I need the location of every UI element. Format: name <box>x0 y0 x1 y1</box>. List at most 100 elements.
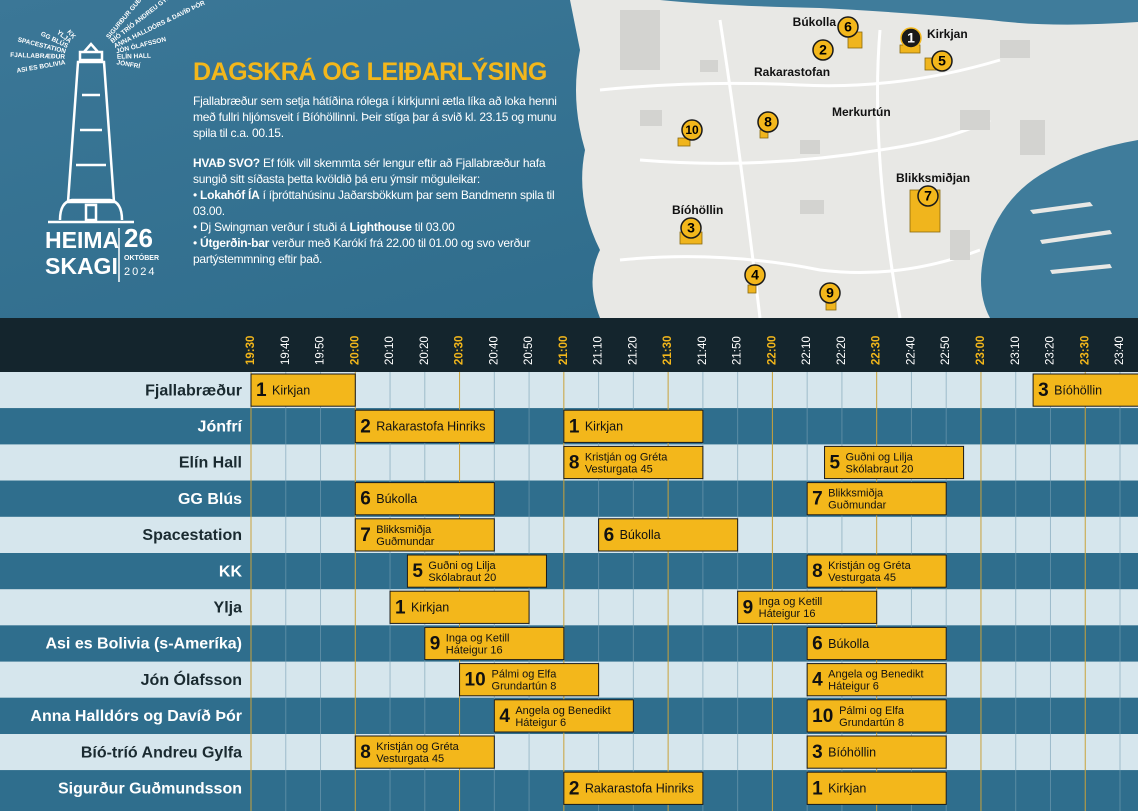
event-text: Kirkjan <box>411 601 449 615</box>
pin-number: 4 <box>751 267 759 283</box>
event-number: 3 <box>812 742 823 763</box>
event-number: 9 <box>430 634 441 655</box>
event <box>354 735 495 769</box>
event-text: Kristján og Gréta <box>376 741 459 753</box>
text-run: í íþróttahúsinu Jaðarsbökkum þar sem Ban… <box>193 188 555 218</box>
event-number: 9 <box>743 597 754 618</box>
row-name: Jónfrí <box>198 419 243 436</box>
map-pin: 9 <box>819 282 841 304</box>
event <box>563 409 704 443</box>
event-number: 2 <box>360 416 371 437</box>
paragraphs: Fjallabræður sem setja hátíðina rólega í… <box>193 93 571 267</box>
row-bg <box>0 734 1138 771</box>
event <box>250 373 356 407</box>
event-text: Háteigur 16 <box>446 644 503 656</box>
map-pin: 10 <box>681 119 703 141</box>
time-label: 21:40 <box>697 336 709 365</box>
event-text: Angela og Benedikt <box>828 669 923 681</box>
logo-month: OKTÓBER <box>124 253 159 262</box>
event <box>459 663 600 697</box>
event-text: Kristján og Gréta <box>585 451 668 463</box>
map-pin: 6 Búkolla <box>793 15 859 38</box>
time-label: 21:10 <box>593 336 605 365</box>
row-bg <box>0 480 1138 517</box>
row-bg <box>0 372 1138 409</box>
text-run: til 03.00 <box>411 220 455 234</box>
time-label: 20:30 <box>454 336 466 365</box>
pin-number: 6 <box>844 19 852 35</box>
row-name: Bíó-tríó Andreu Gylfa <box>81 744 242 761</box>
map-pin: 2 Rakarastofan <box>754 39 834 79</box>
pin-number: 9 <box>826 285 834 301</box>
event-text: Kristján og Gréta <box>828 560 911 572</box>
row-name: Spacestation <box>142 527 242 544</box>
intro: DAGSKRÁ OG LEIÐARLÝSING Fjallabræður sem… <box>193 58 571 267</box>
event-text: Háteigur 16 <box>759 608 816 620</box>
event-text: Pálmi og Elfa <box>492 669 558 681</box>
event <box>806 771 947 805</box>
event <box>806 554 947 588</box>
event-text: Guðni og Lilja <box>846 451 914 463</box>
event-text: Skólabraut 20 <box>428 572 496 584</box>
map-pin: 5 <box>931 50 953 72</box>
event-text: Bíóhöllin <box>1054 383 1102 397</box>
paragraph: • Dj Swingman verður í stuði á Lighthous… <box>193 219 571 235</box>
title: DAGSKRÁ OG LEIÐARLÝSING <box>193 58 547 86</box>
event-text: Háteigur 6 <box>515 717 566 729</box>
text-run: Lokahóf ÍA <box>200 188 260 202</box>
time-label: 23:00 <box>975 336 987 365</box>
pin-label: Bíóhöllin <box>672 203 723 217</box>
text-run: Útgerðin-bar <box>200 236 270 250</box>
event-text: Bíóhöllin <box>828 745 876 759</box>
row-bg <box>0 625 1138 662</box>
text-run: • <box>193 188 201 202</box>
time-label: 19:50 <box>315 336 327 365</box>
event-text: Kirkjan <box>272 383 310 397</box>
pin-label: Búkolla <box>793 15 837 29</box>
event <box>354 482 495 516</box>
event-number: 5 <box>830 453 841 474</box>
event <box>598 518 739 552</box>
event <box>563 445 704 480</box>
event-text: Búkolla <box>620 528 661 542</box>
pin-number: 5 <box>938 53 946 69</box>
event <box>354 518 495 552</box>
event-number: 3 <box>1038 380 1049 401</box>
paragraph: Fjallabræður sem setja hátíðina rólega í… <box>193 93 571 141</box>
event <box>424 626 565 661</box>
row-bg <box>0 553 1138 590</box>
logo-year: 2024 <box>124 266 156 278</box>
time-label: 22:50 <box>940 336 952 365</box>
event-text: Kirkjan <box>585 420 623 434</box>
logo-day: 26 <box>124 223 153 253</box>
logo-text: HEIMA <box>45 227 119 253</box>
event-number: 6 <box>360 489 371 510</box>
pin-number: 3 <box>687 220 695 236</box>
time-label: 21:20 <box>627 336 639 365</box>
event-text: Guðni og Lilja <box>428 560 496 572</box>
row-name: Fjallabræður <box>145 382 242 399</box>
event-number: 10 <box>465 670 486 691</box>
event-number: 7 <box>360 525 371 546</box>
pin-number: 10 <box>685 123 699 137</box>
text-run: verður með Karókí frá 22.00 til 01.00 og… <box>193 236 531 266</box>
time-label: 23:10 <box>1010 336 1022 365</box>
event-text: Blikksmiðja <box>376 524 432 536</box>
event-number: 1 <box>256 380 267 401</box>
event-text: Kirkjan <box>828 782 866 796</box>
row-name: Asi es Bolivia (s-Ameríka) <box>45 636 242 653</box>
time-label: 21:50 <box>732 336 744 365</box>
event-number: 6 <box>812 634 823 655</box>
event-number: 1 <box>812 778 823 799</box>
time-label: 23:30 <box>1079 336 1091 365</box>
paragraph: HVAÐ SVO? Ef fólk vill skemmta sér lengu… <box>193 155 571 187</box>
event-number: 6 <box>604 525 615 546</box>
time-label: 19:30 <box>245 336 257 365</box>
time-label: 22:00 <box>766 336 778 365</box>
event-number: 1 <box>395 597 406 618</box>
map-pin: 7 Blikksmiðjan <box>896 171 970 207</box>
map-pin: 8 <box>757 111 779 133</box>
event-text: Búkolla <box>376 492 417 506</box>
